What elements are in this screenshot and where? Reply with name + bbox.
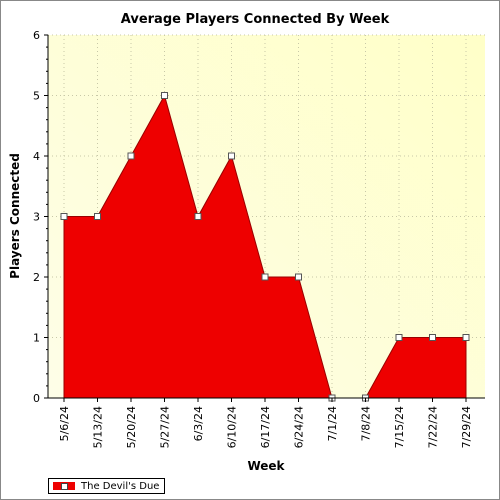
- x-tick-label: 5/13/24: [92, 406, 105, 448]
- y-tick-label: 1: [33, 332, 40, 345]
- data-point: [228, 152, 235, 160]
- x-tick-label: 7/15/24: [393, 406, 406, 448]
- x-axis-label: Week: [247, 459, 285, 473]
- x-axis-ticks: 5/6/24 5/13/24 5/20/24 5/27/24 6/3/24 6/10/24…: [58, 398, 473, 448]
- x-tick-label: 7/29/24: [460, 406, 473, 448]
- data-point: [161, 92, 168, 99]
- data-point: [94, 213, 101, 220]
- x-tick-label: 5/20/24: [125, 406, 138, 448]
- data-point: [395, 334, 403, 341]
- x-tick-label: 7/8/24: [360, 406, 373, 441]
- data-point: [261, 273, 269, 281]
- y-tick-label: 6: [33, 29, 40, 42]
- x-tick-label: 6/3/24: [192, 406, 205, 441]
- x-tick-label: 6/10/24: [226, 406, 239, 448]
- legend-swatch-icon: [53, 482, 75, 490]
- legend-label: The Devil's Due: [81, 480, 160, 492]
- x-tick-label: 7/22/24: [427, 406, 440, 448]
- x-tick-label: 6/24/24: [293, 406, 306, 448]
- data-point: [295, 273, 302, 281]
- y-tick-label: 2: [33, 271, 40, 284]
- x-tick-label: 7/1/24: [326, 406, 339, 441]
- y-tick-label: 3: [33, 211, 40, 224]
- y-tick-label: 0: [33, 392, 40, 405]
- x-tick-label: 6/17/24: [259, 406, 272, 448]
- data-point: [462, 334, 470, 341]
- data-point: [194, 213, 202, 220]
- area-series: [63, 94, 467, 399]
- y-tick-label: 4: [33, 150, 40, 163]
- chart-title: Average Players Connected By Week: [121, 12, 390, 27]
- y-tick-label: 5: [33, 90, 40, 103]
- y-axis-ticks: 0 1 2 3 4 5 6: [33, 29, 48, 405]
- data-point: [429, 334, 436, 341]
- x-tick-label: 5/6/24: [58, 406, 71, 441]
- data-point: [127, 152, 135, 160]
- series-area: [63, 94, 467, 399]
- legend: The Devil's Due: [48, 478, 166, 494]
- data-point: [60, 213, 68, 220]
- x-tick-label: 5/27/24: [159, 406, 172, 448]
- y-axis-label: Players Connected: [8, 153, 22, 279]
